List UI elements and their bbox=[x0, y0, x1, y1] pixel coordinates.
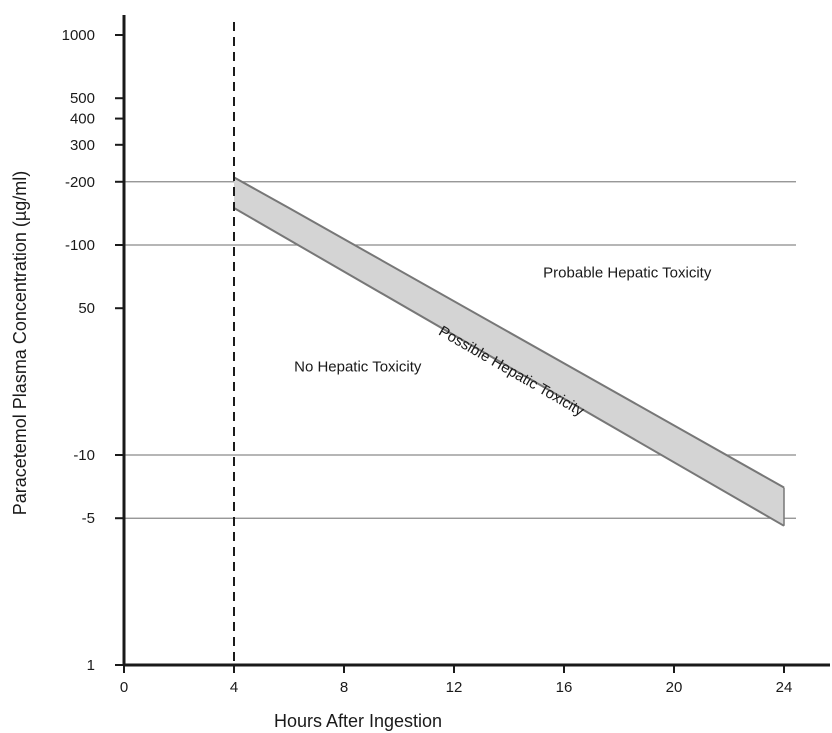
axes-group bbox=[122, 15, 830, 667]
x-tick-label-16: 16 bbox=[556, 679, 573, 696]
band-upper-edge bbox=[233, 176, 785, 489]
y-axis-title: Paracetemol Plasma Concentration (µg/ml) bbox=[10, 171, 30, 516]
y-tick-label-100: -100 bbox=[65, 237, 95, 254]
region-label-probable-hepatic-toxicity: Probable Hepatic Toxicity bbox=[543, 265, 712, 282]
possible-toxicity-band-group bbox=[233, 176, 785, 527]
x-tick-label-12: 12 bbox=[446, 679, 463, 696]
region-label-no-hepatic-toxicity: No Hepatic Toxicity bbox=[294, 358, 422, 375]
x-tick-label-4: 4 bbox=[230, 679, 238, 696]
y-tick-label-1: 1 bbox=[87, 657, 95, 674]
y-tick-label-400: 400 bbox=[70, 111, 95, 128]
x-tick-label-20: 20 bbox=[666, 679, 683, 696]
y-tick-label-300: 300 bbox=[70, 137, 95, 154]
ticks-group: 0 4 8 12 16 20 24 1 -5 -10 50 -100 -200 300 400 500 1000 bbox=[62, 27, 793, 696]
x-axis-title: Hours After Ingestion bbox=[274, 711, 442, 731]
y-tick-label-50: 50 bbox=[78, 300, 95, 317]
x-tick-label-0: 0 bbox=[120, 679, 128, 696]
x-tick-label-8: 8 bbox=[340, 679, 348, 696]
y-tick-label-10: -10 bbox=[73, 447, 95, 464]
band-lower-edge bbox=[233, 207, 785, 527]
y-tick-label-500: 500 bbox=[70, 90, 95, 107]
x-tick-label-24: 24 bbox=[776, 679, 793, 696]
y-tick-label-1000: 1000 bbox=[62, 27, 95, 44]
y-tick-label-200: -200 bbox=[65, 174, 95, 191]
y-tick-label-5: -5 bbox=[82, 510, 95, 527]
band-area bbox=[234, 177, 784, 526]
